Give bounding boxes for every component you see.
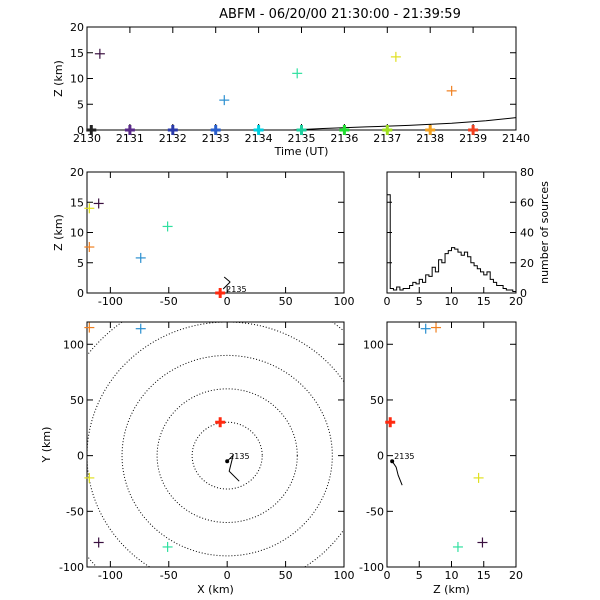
x-tick-label: 2137 (373, 132, 401, 145)
y-tick-label: 20 (70, 166, 84, 179)
x-axis-label: Time (UT) (274, 145, 329, 158)
y-tick-label: -100 (359, 561, 384, 574)
y-tick-label: 100 (363, 338, 384, 351)
y-axis-label: number of sources (538, 181, 551, 284)
y-tick-label: 20 (520, 257, 534, 270)
plot-frame (386, 171, 517, 294)
figure-title: ABFM - 06/20/00 21:30:00 - 21:39:59 (219, 7, 461, 22)
plot-frame (86, 321, 345, 568)
x-tick-label: 5 (416, 295, 423, 308)
flash-path (391, 460, 403, 486)
x-tick-label: -50 (160, 295, 178, 308)
x-tick-label: 2139 (459, 132, 487, 145)
range-ring (156, 388, 298, 523)
plan-view-panel: -100 -50 0 50 100 -100 -50 0 50 100 X (km) Y (km) 21… (40, 321, 355, 596)
x-axis-label: Z (km) (433, 583, 470, 596)
x-tick-label: 0 (384, 295, 391, 308)
x-tick-label: 50 (279, 295, 293, 308)
y-tick-label: 15 (70, 47, 84, 60)
y-axis-label: Z (km) (52, 60, 65, 97)
source-rate-curve (292, 117, 517, 131)
y-tick-label: 0 (77, 287, 84, 300)
range-ring (87, 322, 344, 567)
y-tick-label: 50 (70, 394, 84, 407)
x-tick-label: 2133 (202, 132, 230, 145)
x-tick-label: -100 (98, 295, 123, 308)
x-tick-label: 2130 (73, 132, 101, 145)
range-rings (87, 322, 344, 567)
y-axis-label: Z (km) (52, 214, 65, 251)
y-tick-label: 60 (520, 196, 534, 209)
x-tick-label: 2138 (416, 132, 444, 145)
flash-label: 2135 (229, 452, 249, 461)
x-tick-label: 2136 (330, 132, 358, 145)
x-tick-label: 15 (477, 569, 491, 582)
plot-frame (86, 26, 517, 131)
z-y-panel: 0 5 10 15 20 -100 -50 0 50 100 Z (km) 2135 (359, 321, 523, 596)
x-tick-label: 2135 (288, 132, 316, 145)
flash-path (222, 281, 231, 290)
x-tick-label: 100 (334, 295, 355, 308)
x-tick-label: 2134 (245, 132, 273, 145)
x-tick-label: 5 (416, 569, 423, 582)
y-tick-label: 20 (70, 21, 84, 34)
flash-label: 2135 (226, 285, 246, 294)
y-tick-label: 50 (370, 394, 384, 407)
range-ring (87, 322, 344, 567)
x-tick-label: 50 (279, 569, 293, 582)
flash-path (226, 453, 240, 482)
x-tick-label: 0 (384, 569, 391, 582)
y-tick-label: 100 (63, 338, 84, 351)
plot-frame (86, 171, 345, 294)
x-tick-label: 0 (224, 295, 231, 308)
y-tick-label: 5 (77, 98, 84, 111)
x-tick-label: -50 (160, 569, 178, 582)
y-tick-label: 5 (77, 257, 84, 270)
x-tick-label: 15 (477, 295, 491, 308)
y-tick-label: 15 (70, 196, 84, 209)
x-tick-label: 0 (224, 569, 231, 582)
y-tick-label: 80 (520, 166, 534, 179)
y-tick-label: 10 (70, 227, 84, 240)
y-tick-label: 0 (77, 450, 84, 463)
y-tick-label: -100 (59, 561, 84, 574)
x-tick-label: 20 (509, 295, 523, 308)
flash-label: 2135 (394, 452, 414, 461)
y-tick-label: 40 (520, 227, 534, 240)
x-tick-label: -100 (98, 569, 123, 582)
histogram-bars (386, 194, 517, 293)
y-tick-label: 0 (520, 287, 527, 300)
y-axis-label: Y (km) (40, 427, 53, 464)
x-tick-label: 2131 (116, 132, 144, 145)
x-axis-label: X (km) (197, 583, 234, 596)
y-tick-label: -50 (366, 505, 384, 518)
x-tick-label: 2132 (159, 132, 187, 145)
range-ring (121, 354, 333, 557)
y-tick-label: 10 (70, 73, 84, 86)
range-ring (191, 421, 263, 490)
y-tick-label: 0 (377, 450, 384, 463)
x-tick-label: 2140 (502, 132, 530, 145)
time-height-panel: 2130 2131 2132 2133 2134 2135 2136 2137 2138 2139… (52, 21, 530, 158)
x-height-panel: -100 -50 0 50 100 0 5 10 15 20 Z (km) 2135 (52, 166, 355, 308)
x-tick-label: 100 (334, 569, 355, 582)
flash-path (223, 276, 231, 283)
y-tick-label: 0 (77, 124, 84, 137)
x-tick-label: 20 (509, 569, 523, 582)
y-tick-label: -50 (66, 505, 84, 518)
plot-frame (386, 321, 517, 568)
x-tick-label: 10 (445, 295, 459, 308)
x-tick-label: 10 (445, 569, 459, 582)
